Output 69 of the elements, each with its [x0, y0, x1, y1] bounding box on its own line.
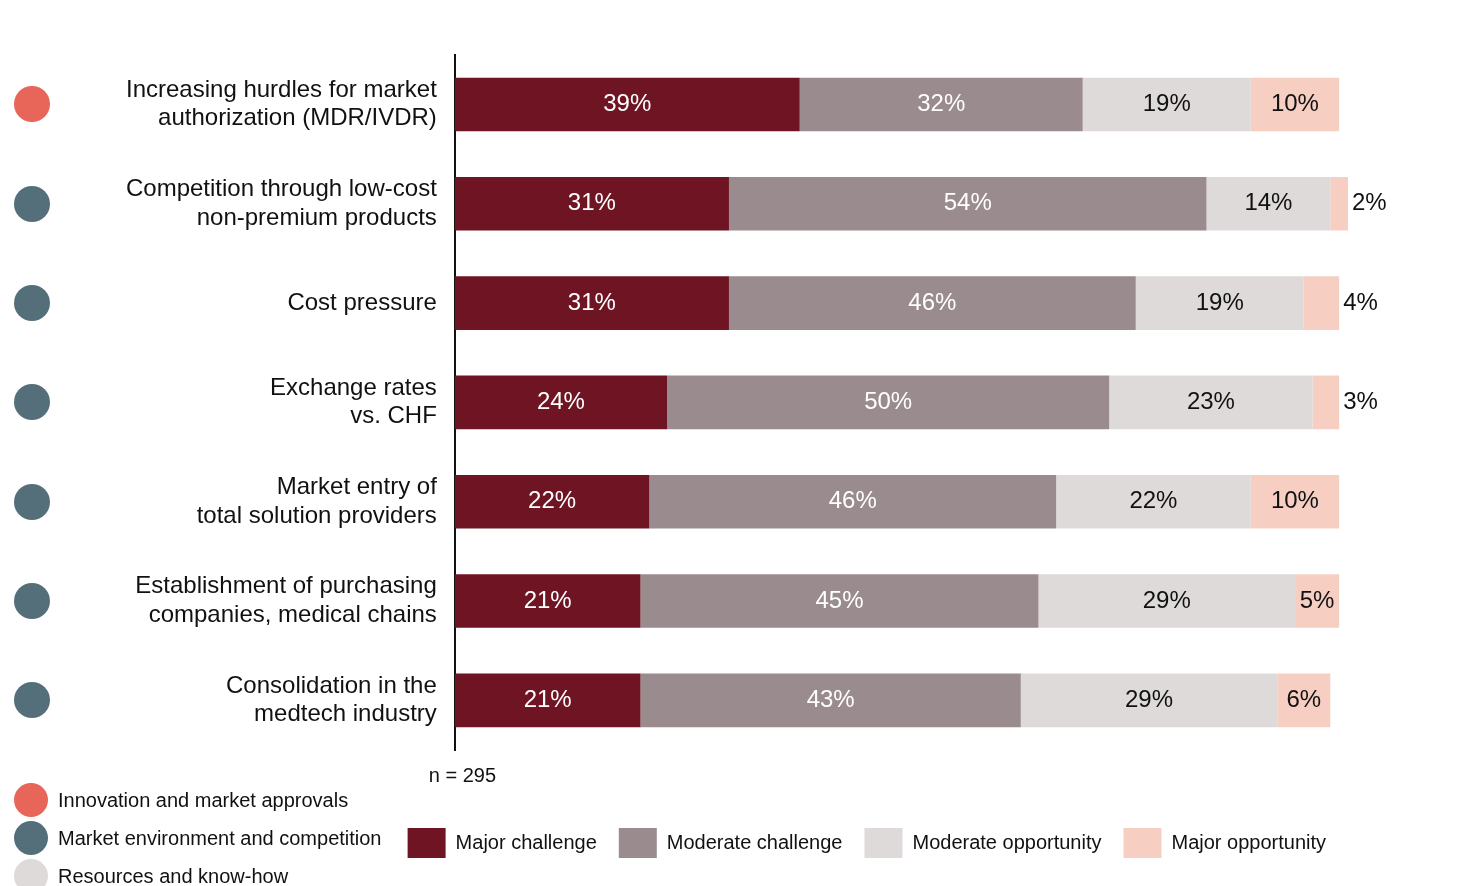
text: Market environment and competition — [58, 826, 382, 850]
bar — [649, 474, 1057, 529]
data-label: 46% — [828, 486, 877, 514]
bar — [1312, 375, 1340, 430]
data-label: 4% — [1343, 287, 1378, 315]
bar — [728, 176, 1207, 231]
data-label: 3% — [1343, 387, 1378, 415]
bar — [1109, 375, 1313, 430]
data-label: 23% — [1186, 387, 1235, 415]
bar — [1038, 574, 1295, 628]
data-label: 29% — [1125, 684, 1174, 712]
text: n = 295 — [428, 763, 497, 786]
y-tick-label: Exchange rates vs. CHF — [270, 372, 437, 429]
bar — [1206, 176, 1331, 231]
bar — [1056, 474, 1251, 529]
data-label: 46% — [908, 287, 957, 315]
data-label: 54% — [943, 188, 992, 216]
legend-label: Major opportunity — [1171, 830, 1327, 853]
bar — [454, 673, 641, 728]
data-label: 22% — [528, 486, 577, 514]
bar — [1330, 176, 1348, 231]
data-label: 10% — [1270, 486, 1319, 514]
data-label: 24% — [536, 387, 585, 415]
y-tick-label: Increasing hurdles for market authorization (MDR/IVDR) — [126, 74, 438, 131]
bar — [1250, 474, 1340, 529]
text: Resources and know-how — [58, 864, 289, 886]
data-label: 21% — [523, 585, 572, 613]
bar — [1020, 673, 1278, 728]
legend-label: Moderate challenge — [666, 830, 843, 853]
bar — [454, 375, 668, 430]
bar — [1082, 77, 1251, 132]
data-label: 43% — [806, 684, 855, 712]
data-label: 19% — [1142, 89, 1191, 117]
text: Innovation and market approvals — [58, 788, 349, 812]
data-label: 14% — [1244, 188, 1293, 216]
bar — [640, 574, 1039, 628]
bar — [454, 276, 729, 330]
data-label: 2% — [1352, 188, 1387, 216]
data-label: 10% — [1270, 89, 1319, 117]
y-tick-label: Competition through low-cost non-premium products — [125, 174, 438, 230]
data-label: 39% — [603, 89, 652, 117]
data-label: 6% — [1286, 684, 1322, 712]
bar — [728, 276, 1136, 330]
legend-label: Major challenge — [455, 830, 597, 853]
y-tick-label: Establishment of purchasing companies, medical chains — [135, 571, 437, 628]
bar — [454, 474, 650, 529]
data-label: 32% — [917, 89, 966, 117]
bar — [1250, 77, 1340, 132]
bar — [454, 77, 800, 132]
bar — [1303, 276, 1340, 330]
y-tick-label: Consolidation in the medtech industry — [226, 670, 437, 727]
data-label: 5% — [1299, 585, 1335, 613]
data-label: 31% — [567, 287, 616, 315]
bar — [454, 176, 729, 231]
bar — [1135, 276, 1304, 330]
data-label: 19% — [1195, 287, 1244, 315]
bar — [454, 574, 641, 628]
data-label: 50% — [864, 387, 913, 415]
data-label: 29% — [1142, 585, 1191, 613]
y-tick-label: Cost pressure — [287, 287, 437, 315]
legend-label: Moderate opportunity — [912, 830, 1102, 853]
data-label: 31% — [567, 188, 616, 216]
bar — [667, 375, 1110, 430]
data-label: 45% — [815, 585, 864, 613]
bar — [640, 673, 1021, 728]
data-label: 22% — [1129, 486, 1178, 514]
bar — [799, 77, 1083, 132]
data-label: 21% — [523, 684, 572, 712]
y-tick-label: Market entry of total solution providers — [196, 471, 438, 528]
